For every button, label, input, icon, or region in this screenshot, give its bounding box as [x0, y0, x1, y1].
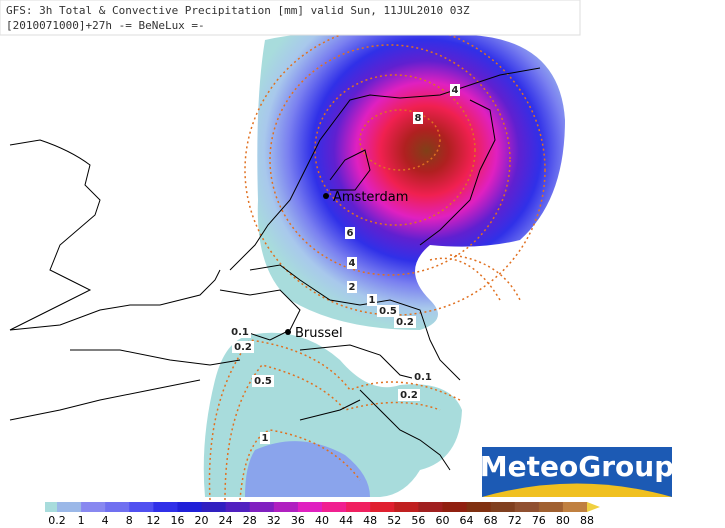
contour-label: 0.5 — [379, 306, 397, 317]
colorbar-segment — [442, 502, 468, 512]
colorbar-arrow — [587, 502, 600, 512]
legend-label: 12 — [146, 514, 160, 527]
colorbar-segment — [105, 502, 130, 512]
contour-label-box — [347, 281, 357, 293]
contour-label: 6 — [347, 228, 354, 239]
legend-label: 80 — [556, 514, 570, 527]
legend-label: 68 — [484, 514, 498, 527]
header-box — [0, 0, 581, 36]
legend-label: 60 — [435, 514, 449, 527]
coastlines — [9, 67, 541, 471]
contour-label-box — [232, 341, 254, 353]
colorbar-segment — [81, 502, 106, 512]
legend-label: 4 — [102, 514, 109, 527]
legend-label: 88 — [580, 514, 594, 527]
legend-label: 64 — [460, 514, 474, 527]
contour-label: 0.5 — [254, 376, 272, 387]
colorbar-segment — [297, 502, 323, 512]
legend-label: 28 — [243, 514, 257, 527]
colorbar-segment — [490, 502, 516, 512]
precip-core-south — [245, 441, 370, 497]
contour-label-box — [413, 112, 423, 124]
legend-label: 36 — [291, 514, 305, 527]
legend-label: 16 — [170, 514, 184, 527]
contour-label-box — [394, 316, 416, 328]
legend-label: 44 — [339, 514, 353, 527]
contour-label-box — [345, 227, 355, 239]
contour-label-box — [412, 371, 434, 383]
legend-label: 56 — [411, 514, 425, 527]
contour-label-box — [260, 432, 270, 444]
colorbar-segment — [177, 502, 203, 512]
contour-label-box — [252, 375, 274, 387]
contour-label: 1 — [369, 295, 376, 306]
contour-label: 1 — [262, 433, 269, 444]
colorbar-segment — [562, 502, 588, 512]
colorbar-segment — [466, 502, 492, 512]
logo-text: MeteoGroup — [480, 450, 674, 483]
contour-label-box — [347, 257, 357, 269]
legend-label: 48 — [363, 514, 377, 527]
legend-label: 32 — [267, 514, 281, 527]
city-label: Brussel — [295, 326, 343, 341]
city-dot — [323, 193, 329, 199]
contour-label: 0.1 — [414, 372, 432, 383]
contour-label-box — [450, 84, 460, 96]
colorbar-segment — [514, 502, 540, 512]
contour-label-box — [367, 294, 377, 306]
colorbar-segment — [45, 502, 57, 512]
colorbar-segment — [394, 502, 419, 512]
legend-label: 8 — [126, 514, 133, 527]
contour-label: 2 — [349, 282, 356, 293]
colorbar-segment — [538, 502, 564, 512]
contour-label: 0.2 — [396, 317, 414, 328]
contour-label: 4 — [452, 85, 459, 96]
legend-label: 52 — [387, 514, 401, 527]
contour-label: 0.2 — [400, 390, 418, 401]
precip-area-north — [257, 31, 565, 330]
contour-label-box — [377, 305, 399, 317]
logo-arc — [482, 483, 672, 497]
legend-label: 40 — [315, 514, 329, 527]
colorbar-segment — [57, 502, 82, 512]
colorbar-segment — [273, 502, 299, 512]
legend-label: 1 — [78, 514, 85, 527]
colorbar-segment — [129, 502, 154, 512]
colorbar-segment — [370, 502, 395, 512]
colorbar-segment — [201, 502, 227, 512]
header-run: [2010071000]+27h -= BeNeLux =- — [6, 19, 205, 32]
city-dot — [285, 329, 291, 335]
legend-label: 20 — [195, 514, 209, 527]
colorbar-segment — [225, 502, 251, 512]
legend-label: 0.2 — [48, 514, 66, 527]
colorbar-segment — [153, 502, 178, 512]
legend-label: 24 — [219, 514, 233, 527]
legend-label: 76 — [532, 514, 546, 527]
city-label: Amsterdam — [333, 190, 408, 205]
contour-label: 8 — [415, 113, 422, 124]
colorbar-segment — [346, 502, 371, 512]
header-title: GFS: 3h Total & Convective Precipitation… — [6, 4, 470, 17]
legend-label: 72 — [508, 514, 522, 527]
contour-label-box — [229, 326, 251, 338]
colorbar-segment — [418, 502, 443, 512]
colorbar-segment — [249, 502, 275, 512]
contour-label: 4 — [349, 258, 356, 269]
contour-label-box — [398, 389, 420, 401]
contour-label: 0.2 — [234, 342, 252, 353]
colorbar-segment — [322, 502, 347, 512]
contour-label: 0.1 — [231, 327, 249, 338]
